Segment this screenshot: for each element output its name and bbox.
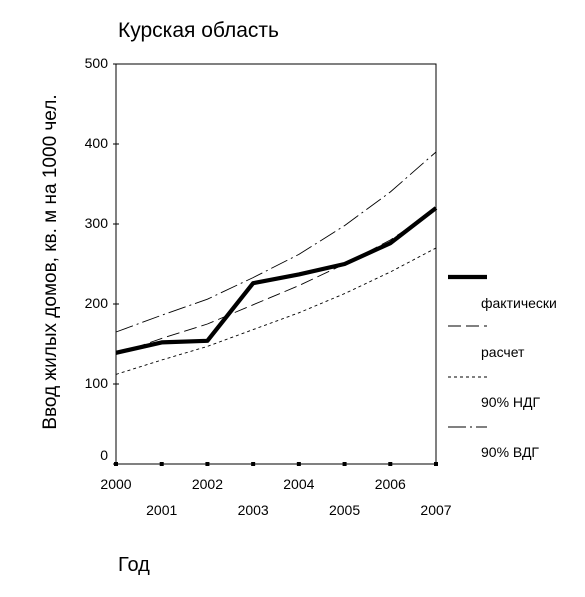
series-line-4 [115,151,437,333]
x-tick-mark [159,462,164,466]
y-tick-label: 500 [85,55,109,71]
y-tick-label: 0 [100,447,108,463]
x-tick-label: 2005 [329,502,360,518]
y-tick-label: 100 [85,375,109,391]
y-tick-label: 300 [85,215,109,231]
y-axis: 0 100 200 300 400 500 [85,55,119,465]
y-axis-label: Ввод жилых домов, кв. м на 1000 чел. [40,94,61,429]
series-line-2 [115,209,437,355]
x-tick-mark [205,462,210,466]
x-tick-label: 2001 [146,502,177,518]
x-tick-mark [434,462,438,466]
legend-label: 90% НДГ [481,394,541,410]
x-axis: 2000 2002 2004 2006 2001 2003 2005 2007 [100,462,452,518]
x-tick-label: 2002 [192,476,223,492]
x-tick-mark [388,462,393,466]
x-tick-mark [342,462,347,466]
series-line-1 [115,206,438,355]
series-line-3 [115,247,437,375]
legend-label: фактически [481,295,557,311]
x-tick-mark [114,462,118,466]
chart-title: Курская область [118,19,279,42]
x-tick-mark [296,462,301,466]
x-tick-label: 2003 [238,502,269,518]
x-tick-label: 2006 [375,476,406,492]
x-tick-label: 2007 [420,502,451,518]
legend-label: 90% ВДГ [481,444,539,460]
legend-label: расчет [481,344,525,360]
x-tick-label: 2004 [283,476,314,492]
x-tick-mark [251,462,256,466]
y-tick-label: 200 [85,295,109,311]
x-tick-label: 2000 [100,476,131,492]
series-lines [115,151,438,375]
y-tick-label: 400 [85,135,109,151]
x-axis-label: Год [118,554,150,576]
plot-frame [115,63,437,465]
legend: фактически расчет 90% НДГ 90% ВДГ [448,274,557,460]
